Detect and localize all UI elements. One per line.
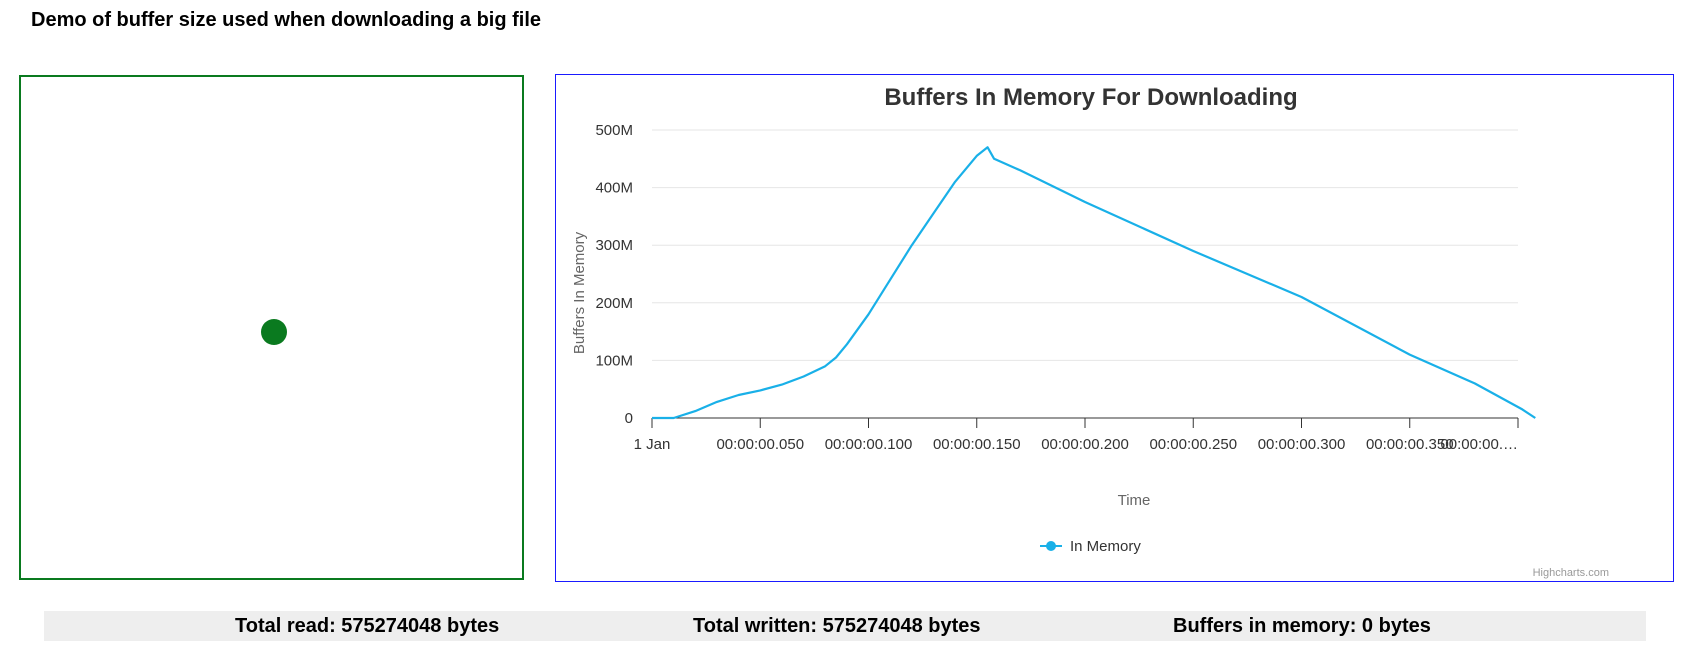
series-group <box>652 146 1536 420</box>
x-tick-label: 00:00:00.350 <box>1366 436 1454 453</box>
y-tick-labels: 0 100M 200M 300M 400M 500M <box>595 122 633 427</box>
series-line-in-memory[interactable] <box>652 146 1536 420</box>
total-read-stat: Total read: 575274048 bytes <box>235 615 500 637</box>
legend-series-marker <box>1046 541 1056 551</box>
chart-panel: 1 Jan 00:00:00.050 00:00:00.100 00:00:00.15… <box>555 74 1674 582</box>
grid-lines <box>652 129 1518 361</box>
x-tick-label: 00:00:00.100 <box>825 436 913 453</box>
x-tick-label: 00:00:00.… <box>1440 436 1518 453</box>
legend-series-label: In Memory <box>1070 538 1141 555</box>
x-tick-label: 1 Jan <box>634 436 671 453</box>
x-axis-label: Time <box>1118 492 1151 509</box>
progress-dot <box>261 319 287 345</box>
animation-panel <box>19 75 524 580</box>
x-tick-label: 00:00:00.300 <box>1258 436 1346 453</box>
x-tick-label: 00:00:00.200 <box>1041 436 1129 453</box>
x-tick-label: 00:00:00.050 <box>716 436 804 453</box>
y-tick-label: 200M <box>595 295 633 312</box>
x-tick-label: 00:00:00.150 <box>933 436 1021 453</box>
y-tick-label: 100M <box>595 352 633 369</box>
buffers-chart: 1 Jan 00:00:00.050 00:00:00.100 00:00:00.15… <box>571 84 1609 579</box>
x-tick-label: 00:00:00.250 <box>1149 436 1237 453</box>
stats-bar: Total read: 575274048 bytes Total writte… <box>44 611 1646 641</box>
x-tick-labels: 1 Jan 00:00:00.050 00:00:00.100 00:00:00.15… <box>634 436 1518 453</box>
y-tick-label: 400M <box>595 180 633 197</box>
chart-title: Buffers In Memory For Downloading <box>884 84 1297 111</box>
y-axis-label: Buffers In Memory <box>571 231 588 354</box>
total-written-stat: Total written: 575274048 bytes <box>693 615 981 637</box>
legend[interactable]: In Memory <box>1040 538 1141 555</box>
axes <box>651 417 1519 428</box>
credits-link[interactable]: Highcharts.com <box>1533 567 1609 579</box>
buffers-in-memory-stat: Buffers in memory: 0 bytes <box>1173 615 1431 637</box>
y-tick-label: 0 <box>625 410 633 427</box>
y-tick-label: 300M <box>595 237 633 254</box>
y-tick-label: 500M <box>595 122 633 139</box>
page-title: Demo of buffer size used when downloadin… <box>31 9 542 31</box>
